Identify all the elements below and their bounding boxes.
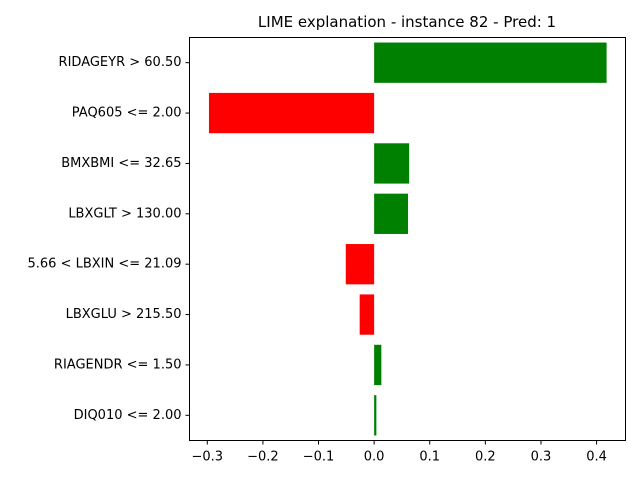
plot-area-frame [189,37,626,441]
y-tick-label: DIQ010 <= 2.00 [74,408,182,423]
bar [374,42,607,83]
y-tick-label: RIAGENDR <= 1.50 [54,357,182,372]
y-tick-label: BMXBMI <= 32.65 [61,156,181,171]
y-tick-label: RIDAGEYR > 60.50 [59,55,182,70]
x-tick-label: −0.2 [247,450,279,465]
x-tick-label: −0.1 [303,450,335,465]
x-tick-label: 0.4 [586,450,607,465]
x-axis-ticks: −0.3 −0.2 −0.1 0.0 0.1 0.2 0.3 0.4 [192,440,607,465]
bar [374,143,410,184]
y-tick-label: LBXGLU > 215.50 [66,307,182,322]
x-tick-label: −0.3 [192,450,224,465]
bar [345,244,375,285]
x-tick-label: 0.1 [419,450,440,465]
bar [374,344,382,386]
y-tick-label: 5.66 < LBXIN <= 21.09 [28,257,182,272]
x-tick-label: 0.2 [475,450,496,465]
bar [359,294,375,335]
bar [374,193,409,234]
bar [374,395,377,436]
bar [208,92,375,134]
x-tick-label: 0.3 [531,450,552,465]
bars-group [208,42,607,436]
chart-title: LIME explanation - instance 82 - Pred: 1 [258,13,556,31]
y-axis-ticks: RIDAGEYR > 60.50 PAQ605 <= 2.00 BMXBMI <= … [28,55,190,423]
x-tick-label: 0.0 [364,450,385,465]
y-tick-label: LBXGLT > 130.00 [68,206,181,221]
y-tick-label: PAQ605 <= 2.00 [72,106,182,121]
